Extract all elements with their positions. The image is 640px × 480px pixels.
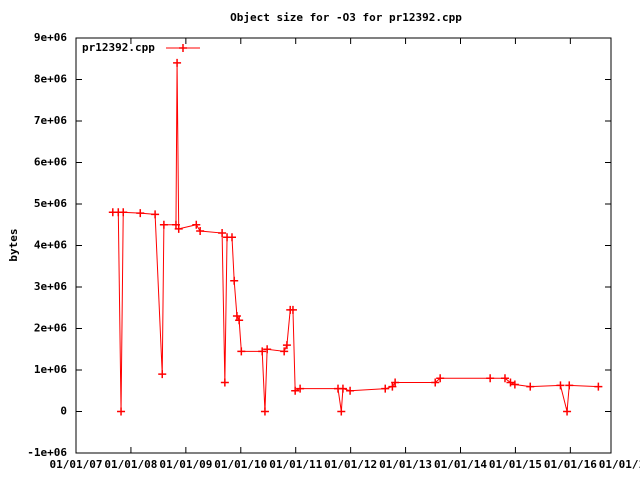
point — [565, 381, 574, 390]
point — [337, 407, 346, 416]
point — [119, 208, 128, 217]
y-tick-label: 5e+06 — [34, 197, 67, 210]
legend-label: pr12392.cpp — [82, 41, 155, 54]
point — [237, 347, 246, 356]
y-tick-label: 6e+06 — [34, 156, 67, 169]
series-line — [112, 62, 599, 412]
point — [436, 374, 445, 383]
point — [431, 378, 440, 387]
x-tick-label: 01/01/08 — [104, 458, 157, 471]
point — [500, 374, 509, 383]
chart-title: Object size for -O3 for pr12392.cpp — [230, 11, 462, 24]
point — [346, 386, 355, 395]
point — [218, 229, 227, 238]
point — [263, 345, 272, 354]
y-tick-label: 9e+06 — [34, 31, 67, 44]
x-tick-label: 01/01/09 — [159, 458, 212, 471]
x-tick-label: 01/01/13 — [379, 458, 432, 471]
y-tick-label: 8e+06 — [34, 73, 67, 86]
y-tick-label: 2e+06 — [34, 322, 67, 335]
point — [282, 341, 291, 350]
y-axis-label: bytes — [7, 228, 20, 261]
point — [486, 374, 495, 383]
x-tick-label: 01/01/12 — [324, 458, 377, 471]
point — [235, 316, 244, 325]
x-tick-label: 01/01/15 — [489, 458, 542, 471]
point — [117, 407, 126, 416]
y-tick-label: 3e+06 — [34, 280, 67, 293]
x-tick-label: 01/01/10 — [214, 458, 267, 471]
point — [288, 305, 297, 314]
point — [556, 381, 565, 390]
point — [391, 378, 400, 387]
point — [196, 226, 205, 235]
y-tick-label: 0 — [60, 405, 67, 418]
point — [510, 380, 519, 389]
point — [173, 58, 182, 67]
point — [381, 384, 390, 393]
point — [291, 386, 300, 395]
point — [280, 347, 289, 356]
legend-swatch — [179, 44, 187, 52]
point — [227, 233, 236, 242]
point — [230, 276, 239, 285]
x-tick-label: 01/01/07 — [50, 458, 103, 471]
point — [594, 382, 603, 391]
point — [260, 407, 269, 416]
point — [220, 378, 229, 387]
y-tick-label: 1e+06 — [34, 363, 67, 376]
y-tick-label: -1e+06 — [27, 446, 67, 459]
point — [159, 220, 168, 229]
point — [171, 220, 180, 229]
point — [506, 378, 515, 387]
point — [232, 312, 241, 321]
point — [338, 384, 347, 393]
point — [563, 407, 572, 416]
point — [174, 224, 183, 233]
y-tick-label: 7e+06 — [34, 114, 67, 127]
y-tick-label: 4e+06 — [34, 239, 67, 252]
x-tick-label: 01/01/11 — [269, 458, 322, 471]
point — [136, 209, 145, 218]
point — [296, 384, 305, 393]
point — [258, 347, 267, 356]
x-tick-label: 01/01/14 — [434, 458, 487, 471]
point — [388, 382, 397, 391]
point — [192, 220, 201, 229]
point — [158, 370, 167, 379]
point — [526, 382, 535, 391]
x-tick-label: 01/01/16 — [544, 458, 597, 471]
x-tick-label: 01/01/17 — [599, 458, 640, 471]
point — [151, 210, 160, 219]
